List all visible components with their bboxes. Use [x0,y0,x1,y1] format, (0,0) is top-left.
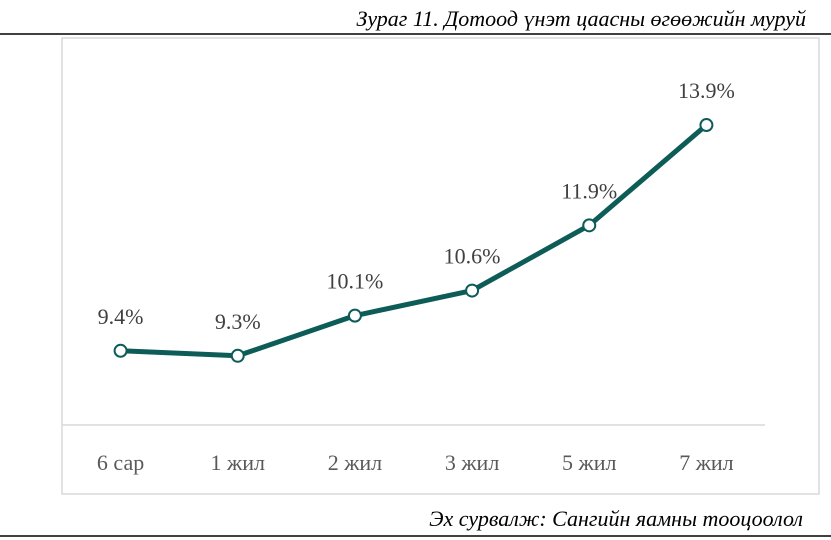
data-line [118,122,709,359]
value-label: 9.3% [215,309,261,334]
x-tick-label: 1 жил [211,450,265,475]
data-point [465,283,480,298]
data-point [347,308,362,323]
source-note: Эх сурвалж: Сангийн яамны тооцоолол [429,506,803,531]
value-label: 13.9% [678,78,735,103]
data-point [699,118,714,133]
data-point [230,348,245,363]
x-tick-label: 7 жил [679,450,733,475]
chart-title: Зураг 11. Дотоод үнэт цаасны өгөөжийн му… [356,6,806,31]
value-label: 10.1% [327,269,384,294]
data-point [582,218,597,233]
value-label: 10.6% [444,244,501,269]
value-label: 9.4% [98,304,144,329]
plot-border [61,37,820,495]
x-tick-label: 6 сар [97,450,144,475]
data-point [113,343,128,358]
x-tick-label: 2 жил [328,450,382,475]
x-tick-label: 5 жил [562,450,616,475]
x-tick-label: 3 жил [445,450,499,475]
value-label: 11.9% [561,178,617,203]
